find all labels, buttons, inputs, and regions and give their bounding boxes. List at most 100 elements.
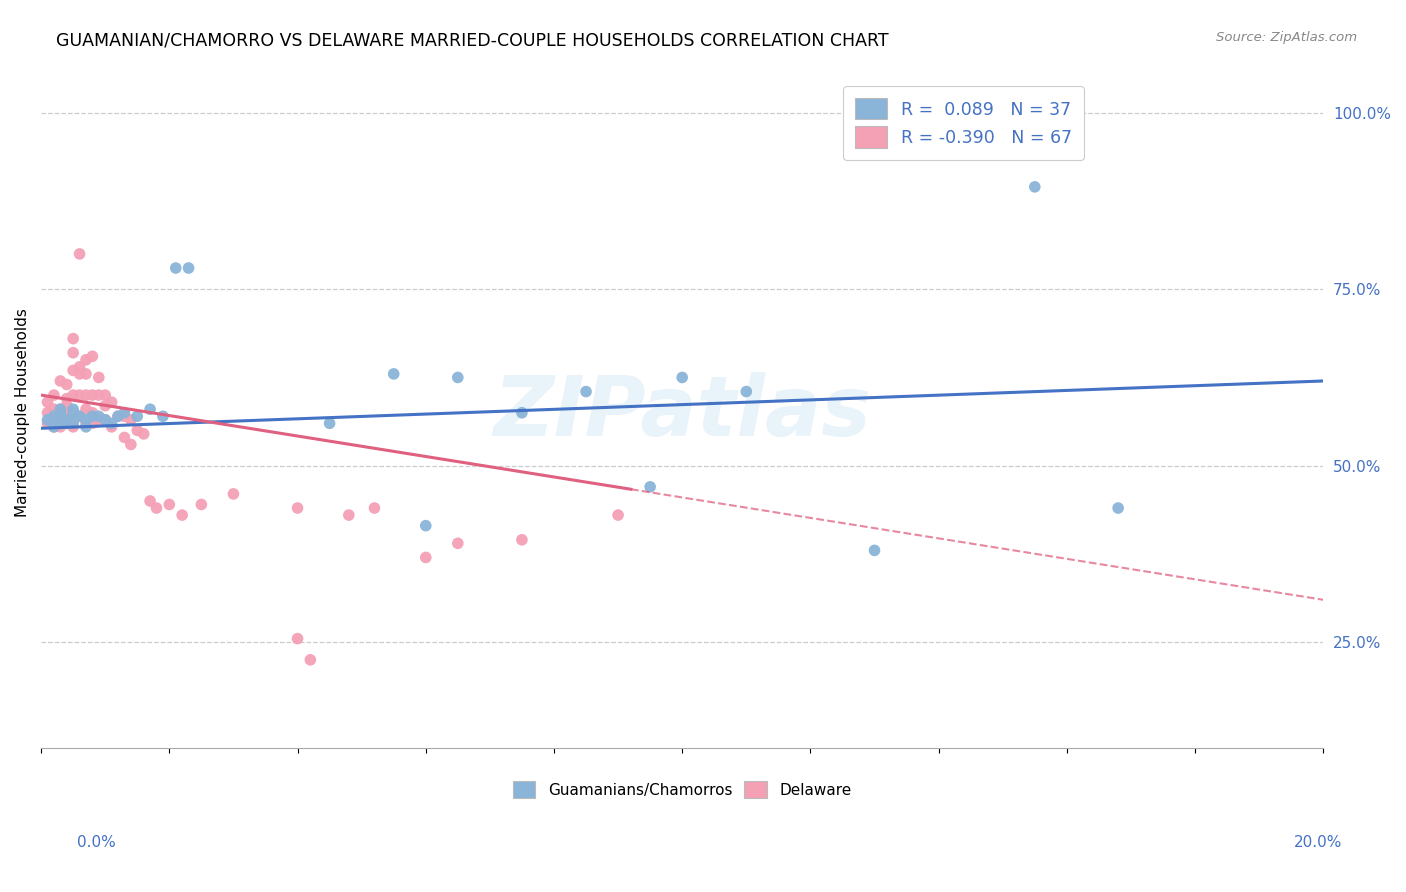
Point bbox=[607, 508, 630, 522]
Point bbox=[94, 388, 117, 402]
Point bbox=[49, 413, 72, 427]
Point bbox=[42, 402, 65, 417]
Point bbox=[139, 402, 162, 417]
Point bbox=[100, 395, 122, 409]
Point bbox=[62, 417, 84, 431]
Point bbox=[49, 420, 72, 434]
Point bbox=[177, 260, 200, 275]
Point bbox=[190, 498, 212, 512]
Point bbox=[69, 388, 91, 402]
Point bbox=[127, 409, 149, 424]
Point bbox=[1024, 179, 1046, 194]
Point bbox=[42, 420, 65, 434]
Point bbox=[75, 417, 97, 431]
Point bbox=[62, 363, 84, 377]
Point bbox=[49, 417, 72, 431]
Point bbox=[165, 260, 187, 275]
Point bbox=[114, 406, 136, 420]
Point bbox=[55, 392, 77, 406]
Point bbox=[42, 409, 65, 424]
Point bbox=[69, 367, 91, 381]
Point bbox=[49, 402, 72, 417]
Point bbox=[62, 332, 84, 346]
Point bbox=[55, 417, 77, 431]
Text: 20.0%: 20.0% bbox=[1295, 836, 1343, 850]
Point bbox=[55, 409, 77, 424]
Point bbox=[55, 399, 77, 413]
Point bbox=[62, 402, 84, 417]
Point bbox=[82, 349, 104, 363]
Y-axis label: Married-couple Households: Married-couple Households bbox=[15, 309, 30, 517]
Point bbox=[62, 413, 84, 427]
Point bbox=[107, 409, 129, 424]
Point bbox=[69, 359, 91, 374]
Point bbox=[42, 413, 65, 427]
Point bbox=[75, 413, 97, 427]
Point bbox=[222, 487, 245, 501]
Point bbox=[87, 388, 110, 402]
Text: Source: ZipAtlas.com: Source: ZipAtlas.com bbox=[1216, 31, 1357, 45]
Point bbox=[575, 384, 598, 399]
Point bbox=[49, 409, 72, 424]
Point bbox=[75, 388, 97, 402]
Point bbox=[75, 402, 97, 417]
Point bbox=[49, 417, 72, 431]
Point bbox=[42, 409, 65, 424]
Point bbox=[363, 501, 385, 516]
Point bbox=[382, 367, 405, 381]
Point bbox=[510, 533, 533, 547]
Point bbox=[447, 370, 470, 384]
Point bbox=[510, 406, 533, 420]
Point bbox=[107, 409, 129, 424]
Point bbox=[415, 518, 437, 533]
Point bbox=[671, 370, 693, 384]
Point bbox=[87, 409, 110, 424]
Point bbox=[100, 420, 122, 434]
Point bbox=[82, 406, 104, 420]
Point bbox=[42, 388, 65, 402]
Point bbox=[1107, 501, 1129, 516]
Point bbox=[37, 417, 59, 431]
Point bbox=[49, 374, 72, 388]
Point bbox=[55, 417, 77, 431]
Point bbox=[37, 413, 59, 427]
Point bbox=[94, 399, 117, 413]
Point bbox=[287, 501, 309, 516]
Point bbox=[157, 498, 180, 512]
Point bbox=[114, 430, 136, 444]
Text: ZIPatlas: ZIPatlas bbox=[494, 372, 872, 453]
Point bbox=[82, 417, 104, 431]
Point bbox=[42, 420, 65, 434]
Point bbox=[62, 388, 84, 402]
Point bbox=[120, 413, 142, 427]
Point bbox=[75, 420, 97, 434]
Point bbox=[37, 406, 59, 420]
Point bbox=[94, 413, 117, 427]
Point bbox=[447, 536, 470, 550]
Point bbox=[37, 395, 59, 409]
Point bbox=[863, 543, 886, 558]
Point bbox=[55, 377, 77, 392]
Point bbox=[735, 384, 758, 399]
Point bbox=[114, 409, 136, 424]
Point bbox=[127, 423, 149, 437]
Legend: Guamanians/Chamorros, Delaware: Guamanians/Chamorros, Delaware bbox=[506, 775, 858, 804]
Point bbox=[62, 345, 84, 359]
Point bbox=[145, 501, 167, 516]
Point bbox=[82, 388, 104, 402]
Point bbox=[69, 247, 91, 261]
Point bbox=[62, 420, 84, 434]
Point bbox=[120, 437, 142, 451]
Point bbox=[87, 413, 110, 427]
Point bbox=[100, 417, 122, 431]
Point bbox=[299, 653, 322, 667]
Point bbox=[82, 409, 104, 424]
Point bbox=[318, 417, 340, 431]
Point bbox=[415, 550, 437, 565]
Text: 0.0%: 0.0% bbox=[77, 836, 117, 850]
Point bbox=[75, 352, 97, 367]
Point bbox=[49, 402, 72, 417]
Point bbox=[69, 409, 91, 424]
Point bbox=[152, 409, 174, 424]
Text: GUAMANIAN/CHAMORRO VS DELAWARE MARRIED-COUPLE HOUSEHOLDS CORRELATION CHART: GUAMANIAN/CHAMORRO VS DELAWARE MARRIED-C… bbox=[56, 31, 889, 49]
